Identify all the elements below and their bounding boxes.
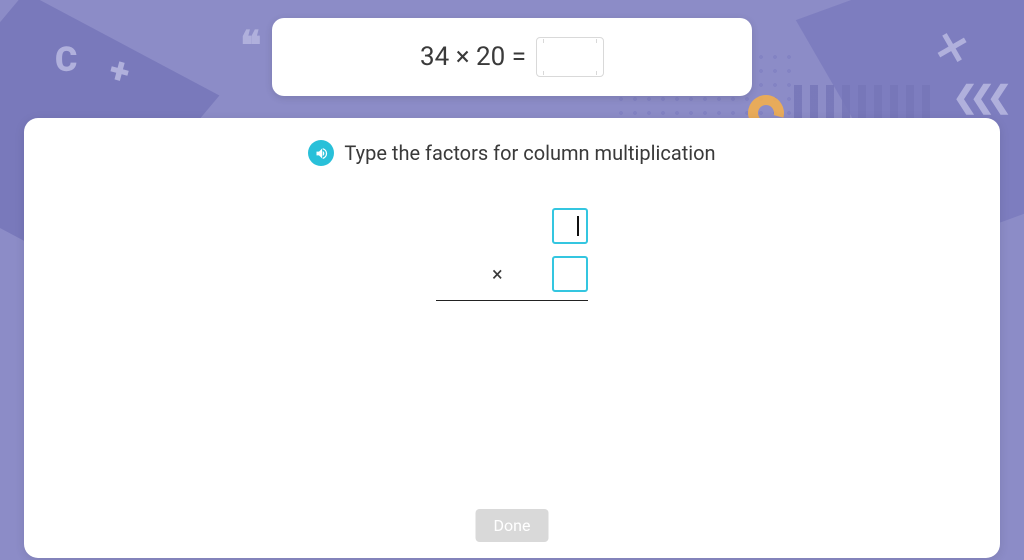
done-button[interactable]: Done — [476, 509, 549, 542]
instruction-row: Type the factors for column multiplicati… — [308, 140, 715, 166]
done-button-label: Done — [494, 516, 531, 535]
column-multiplication-area: × — [436, 202, 588, 301]
audio-button[interactable] — [308, 140, 334, 166]
factor-bottom-row: × — [486, 250, 588, 298]
work-card: Type the factors for column multiplicati… — [24, 118, 1000, 558]
column-operator: × — [486, 262, 546, 286]
chevrons-icon: ❮❮❮ — [953, 80, 1004, 115]
speaker-icon — [314, 146, 329, 161]
factor-bottom-input[interactable] — [552, 256, 588, 292]
bg-glyph: C — [55, 40, 77, 80]
answer-input[interactable] — [536, 37, 604, 77]
problem-card: 34 × 20 = — [272, 18, 752, 96]
factor-top-row — [486, 202, 588, 250]
factor-top-input[interactable] — [552, 208, 588, 244]
instruction-text: Type the factors for column multiplicati… — [344, 141, 715, 165]
problem-expression: 34 × 20 = — [420, 42, 526, 72]
column-rule — [436, 300, 588, 301]
bg-glyph: ❝ — [240, 22, 256, 69]
